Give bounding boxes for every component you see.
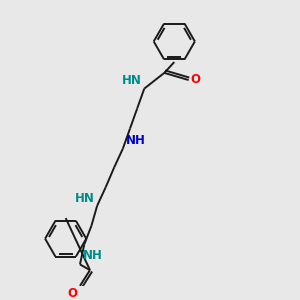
- Text: NH: NH: [126, 134, 146, 147]
- Text: NH: NH: [83, 248, 103, 262]
- Text: HN: HN: [122, 74, 142, 87]
- Text: O: O: [190, 73, 201, 86]
- Text: HN: HN: [75, 192, 95, 205]
- Text: O: O: [67, 287, 77, 300]
